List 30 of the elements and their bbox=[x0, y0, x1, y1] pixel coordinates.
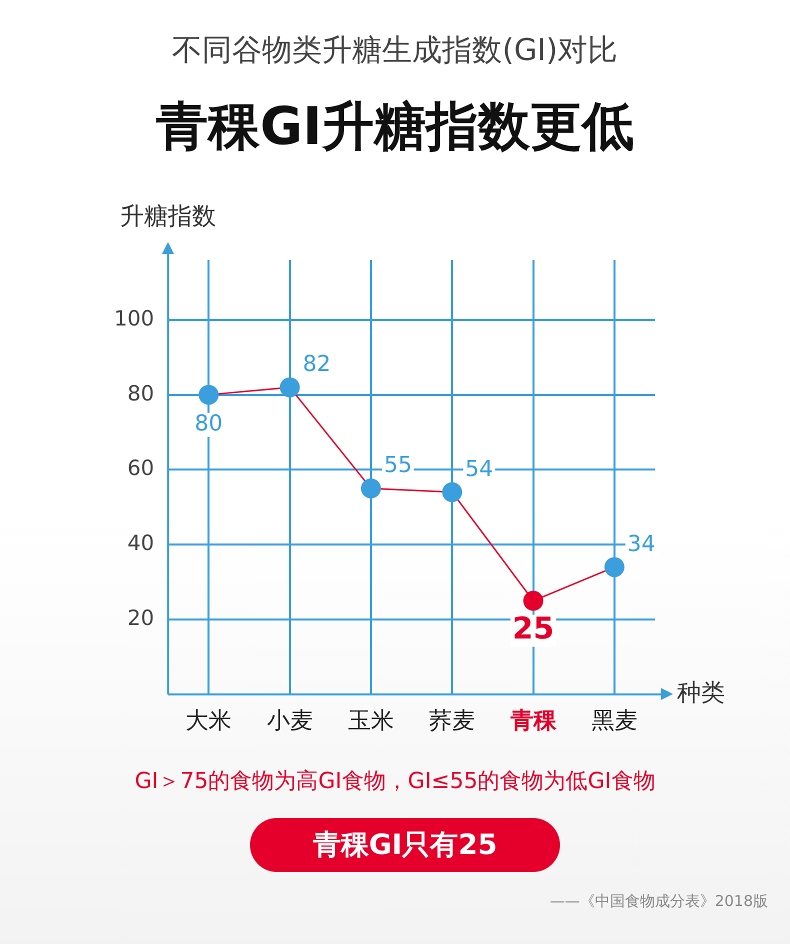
point bbox=[604, 557, 624, 578]
x-tick-label: 青稞 bbox=[509, 708, 558, 734]
x-axis-title: 种类 bbox=[677, 678, 725, 707]
x-tick-label: 黑麦 bbox=[591, 708, 638, 734]
point bbox=[198, 384, 219, 405]
x-tick-label: 小麦 bbox=[266, 708, 313, 734]
point bbox=[360, 478, 381, 498]
text: GI＞75的食物为高GI食物，GI≤55的食物为低GI食物 bbox=[134, 768, 656, 796]
data-label: 80 bbox=[194, 412, 223, 437]
y-tick-label: 40 bbox=[127, 531, 154, 556]
data-label: 82 bbox=[302, 352, 331, 378]
x-tick-label: 大米 bbox=[186, 708, 232, 734]
x-tick-label: 玉米 bbox=[348, 708, 394, 734]
data-label: 25 bbox=[512, 612, 554, 647]
chart-title: 不同谷物类升糖生成指数(GI)对比 bbox=[171, 32, 619, 70]
text: 青稞GI只有25 bbox=[250, 818, 560, 872]
point bbox=[442, 482, 462, 502]
y-axis-title: 升糖指数 bbox=[120, 202, 216, 230]
y-tick-label: 80 bbox=[127, 381, 154, 406]
text: ——《中国食物成分表》2018版 bbox=[550, 892, 768, 911]
point bbox=[523, 590, 544, 611]
data-label: 55 bbox=[384, 453, 412, 478]
y-tick-label: 100 bbox=[114, 306, 154, 330]
x-tick-label: 荞麦 bbox=[429, 708, 476, 734]
data-label: 54 bbox=[465, 456, 494, 482]
data-label: 34 bbox=[627, 532, 656, 557]
y-tick-label: 60 bbox=[127, 456, 154, 480]
chart-subtitle: 青稞GI升糖指数更低 bbox=[154, 96, 636, 159]
y-tick-label: 20 bbox=[127, 606, 154, 630]
point bbox=[280, 377, 300, 398]
